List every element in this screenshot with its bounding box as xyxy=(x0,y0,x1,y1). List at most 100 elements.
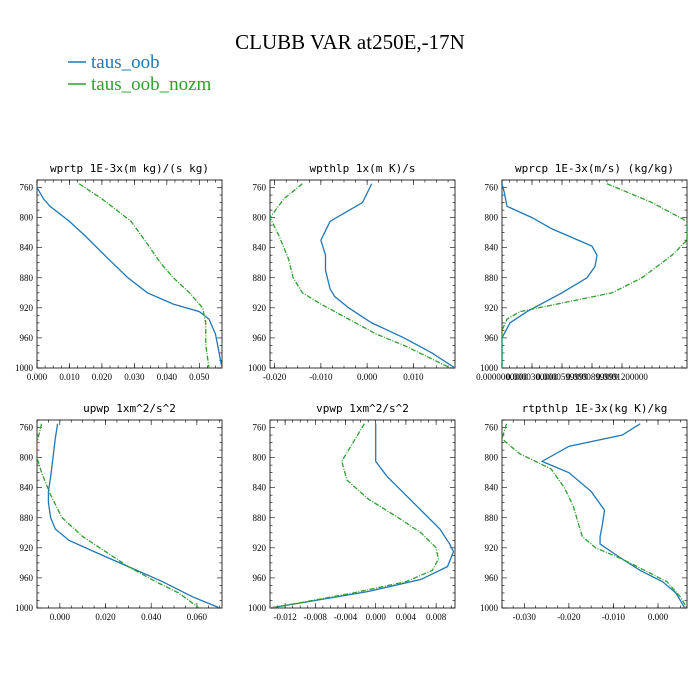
y-tick-label: 840 xyxy=(20,483,34,493)
series-line-taus-oob-nozm xyxy=(270,423,440,608)
x-tick-label: 0.040 xyxy=(141,612,162,622)
y-tick-label: 960 xyxy=(485,573,499,583)
x-tick-label: -0.020 xyxy=(557,612,581,622)
series-line-taus-oob xyxy=(502,183,598,368)
legend-label-taus-oob-nozm: taus_oob_nozm xyxy=(91,74,212,95)
x-tick-label: 0.000 xyxy=(366,612,387,622)
y-tick-label: 760 xyxy=(20,183,34,193)
y-tick-label: 1000 xyxy=(248,603,267,613)
y-tick-label: 1000 xyxy=(480,603,499,613)
y-tick-label: 760 xyxy=(253,183,267,193)
panel-4: upwp 1xm^2/s^2 760 800 840 880 920 960 1000 0.00… xyxy=(15,402,223,622)
y-tick-label: 920 xyxy=(253,303,267,313)
y-tick-label: 840 xyxy=(485,243,499,253)
x-tick-label: -0.004 xyxy=(334,612,358,622)
panel-6: rtpthlp 1E-3x(kg K)/kg 760 800 840 880 920 960… xyxy=(480,402,688,622)
y-tick-label: 800 xyxy=(253,453,267,463)
x-tick-label: 0.008 xyxy=(426,612,447,622)
y-tick-label: 840 xyxy=(20,243,34,253)
x-tick-label: -0.010 xyxy=(309,372,333,382)
legend: taus_oob taus_oob_nozm xyxy=(68,52,212,95)
x-tick-label: 0.010 xyxy=(403,372,424,382)
y-tick-label: 960 xyxy=(20,573,34,583)
y-tick-label: 1000 xyxy=(15,603,34,613)
y-tick-label: 960 xyxy=(20,333,34,343)
y-tick-label: 800 xyxy=(485,453,499,463)
y-tick-label: 760 xyxy=(253,423,267,433)
panel-frame xyxy=(36,179,223,369)
x-tick-label: -0.020 xyxy=(263,372,287,382)
x-tick-label: 0.0000000000 xyxy=(476,372,528,382)
x-tick-label: 0.000 xyxy=(648,612,669,622)
x-tick-label: 0.0000300000 xyxy=(506,372,558,382)
panel-frame xyxy=(269,419,456,609)
x-tick-label: 0.000 xyxy=(27,372,48,382)
x-tick-label: 0.040 xyxy=(157,372,178,382)
x-tick-label: -0.008 xyxy=(304,612,328,622)
y-tick-label: 880 xyxy=(20,513,34,523)
x-tick-label: 0.000 xyxy=(50,612,71,622)
panel-1: wprtp 1E-3x(m kg)/(s kg) 760 800 840 880 920 9… xyxy=(15,162,223,382)
panel-title: wprcp 1E-3x(m/s) (kg/kg) xyxy=(515,162,674,175)
x-tick-label: 0.060 xyxy=(187,612,208,622)
y-tick-label: 960 xyxy=(485,333,499,343)
y-tick-label: 880 xyxy=(485,273,499,283)
y-tick-label: 920 xyxy=(20,303,34,313)
panel-frame xyxy=(36,419,223,609)
y-tick-label: 1000 xyxy=(15,363,34,373)
panels-group: wprtp 1E-3x(m kg)/(s kg) 760 800 840 880 920 9… xyxy=(15,162,688,622)
series-line-taus-oob-nozm xyxy=(78,183,210,368)
series-line-taus-oob-nozm xyxy=(502,423,687,608)
x-tick-label: 0.004 xyxy=(396,612,417,622)
panel-frame xyxy=(501,419,688,609)
series-line-taus-oob xyxy=(320,183,455,368)
y-tick-label: 920 xyxy=(253,543,267,553)
x-tick-label: 0.020 xyxy=(92,372,113,382)
y-tick-label: 840 xyxy=(253,243,267,253)
x-tick-label: 0.000 xyxy=(357,372,378,382)
y-tick-label: 800 xyxy=(20,213,34,223)
y-tick-label: 880 xyxy=(20,273,34,283)
y-tick-label: 1000 xyxy=(248,363,267,373)
y-tick-label: 760 xyxy=(20,423,34,433)
panel-title: wpthlp 1x(m K)/s xyxy=(310,162,416,175)
panel-5: vpwp 1xm^2/s^2 760 800 840 880 920 960 1000 -0.0… xyxy=(248,402,456,622)
y-tick-label: 880 xyxy=(485,513,499,523)
series-line-taus-oob xyxy=(47,423,220,608)
series-line-taus-oob xyxy=(37,187,222,368)
panel-title: wprtp 1E-3x(m kg)/(s kg) xyxy=(50,162,209,175)
y-tick-label: 800 xyxy=(20,453,34,463)
x-tick-label: 0.050 xyxy=(189,372,210,382)
panel-2: wpthlp 1x(m K)/s7608008408809209601000-0… xyxy=(248,162,456,382)
y-tick-label: 880 xyxy=(253,513,267,523)
y-tick-label: 960 xyxy=(253,333,267,343)
y-tick-label: 840 xyxy=(485,483,499,493)
panel-title: vpwp 1xm^2/s^2 xyxy=(316,402,409,415)
series-line-taus-oob-nozm xyxy=(37,423,200,608)
y-tick-label: 1000 xyxy=(480,363,499,373)
x-tick-label: -0.030 xyxy=(513,612,537,622)
y-tick-label: 800 xyxy=(485,213,499,223)
series-line-taus-oob-nozm xyxy=(502,183,687,368)
x-tick-label: 0.0000899999 xyxy=(566,372,618,382)
y-tick-label: 960 xyxy=(253,573,267,583)
x-tick-label: 0.0001200000 xyxy=(596,372,648,382)
y-tick-label: 920 xyxy=(20,543,34,553)
figure-title: CLUBB VAR at250E,-17N xyxy=(235,30,465,54)
y-tick-label: 800 xyxy=(253,213,267,223)
series-line-taus-oob xyxy=(270,423,455,608)
x-tick-label: -0.010 xyxy=(602,612,626,622)
series-line-taus-oob xyxy=(540,423,686,608)
legend-label-taus-oob: taus_oob xyxy=(91,52,160,73)
y-tick-label: 760 xyxy=(485,423,499,433)
x-tick-label: 0.030 xyxy=(124,372,145,382)
panel-title: rtpthlp 1E-3x(kg K)/kg xyxy=(522,402,668,415)
series-line-taus-oob-nozm xyxy=(270,183,451,368)
x-tick-label: 0.010 xyxy=(59,372,80,382)
panel-title: upwp 1xm^2/s^2 xyxy=(83,402,176,415)
y-tick-label: 760 xyxy=(485,183,499,193)
y-tick-label: 840 xyxy=(253,483,267,493)
panel-frame xyxy=(501,179,688,369)
y-tick-label: 920 xyxy=(485,303,499,313)
